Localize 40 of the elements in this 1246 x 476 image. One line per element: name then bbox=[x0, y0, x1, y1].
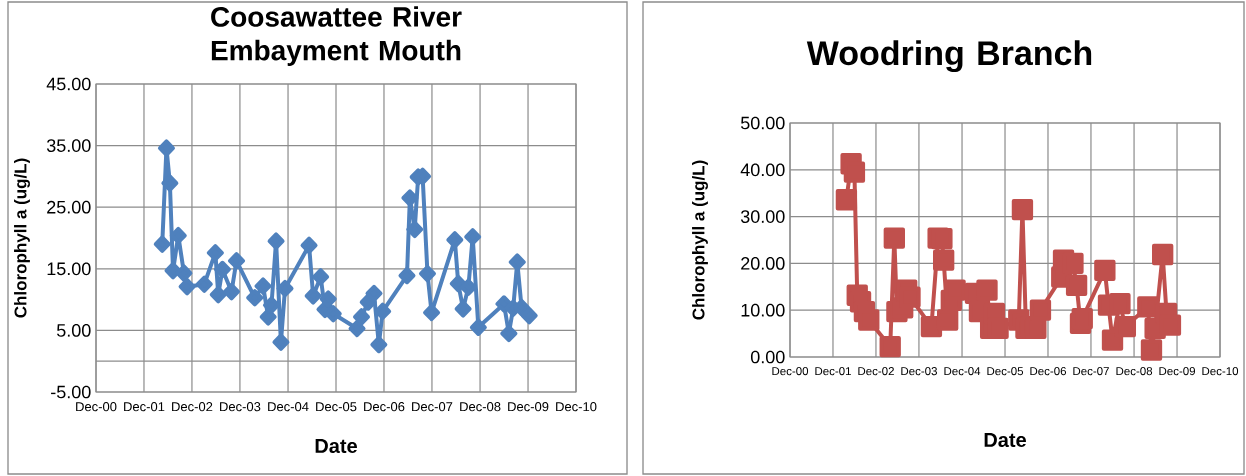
x-tick-label: Dec-04 bbox=[268, 402, 309, 412]
y-tick-label: 5.00 bbox=[56, 324, 91, 337]
x-tick-label: Dec-04 bbox=[944, 367, 981, 376]
x-tick-label: Dec-03 bbox=[901, 367, 937, 376]
x-tick-label: Dec-07 bbox=[1073, 367, 1109, 376]
chart-title: Coosawattee River Embayment Mouth bbox=[211, 6, 462, 66]
x-tick-label: Dec-08 bbox=[460, 402, 501, 412]
x-tick-label: Dec-06 bbox=[364, 402, 405, 412]
y-tick-label: 45.00 bbox=[46, 77, 91, 91]
y-tick-label: -5.00 bbox=[51, 385, 91, 399]
y-tick-label: 40.00 bbox=[740, 163, 785, 177]
x-tick-label: Dec-05 bbox=[987, 367, 1024, 376]
y-tick-label: 20.00 bbox=[741, 257, 785, 270]
y-tick-label: 0.00 bbox=[750, 350, 785, 364]
x-tick-label: Dec-06 bbox=[1030, 367, 1067, 376]
y-tick-label: 15.00 bbox=[47, 262, 91, 276]
y-tick-label: 30.00 bbox=[740, 210, 785, 223]
x-tick-label: Dec-00 bbox=[76, 402, 117, 412]
x-tick-label: Dec-10 bbox=[1202, 367, 1239, 376]
x-tick-label: Dec-02 bbox=[858, 367, 894, 376]
x-tick-label: Dec-01 bbox=[815, 367, 851, 376]
x-tick-label: Dec-00 bbox=[772, 367, 809, 376]
x-tick-label: Dec-09 bbox=[508, 402, 549, 412]
x-tick-label: Dec-01 bbox=[124, 402, 165, 412]
x-tick-label: Dec-10 bbox=[556, 402, 597, 412]
y-tick-label: 25.00 bbox=[47, 200, 91, 214]
y-tick-label: 10.00 bbox=[741, 303, 785, 317]
x-tick-label: Dec-03 bbox=[220, 402, 261, 412]
y-axis-title: Chlorophyll a (ug/L) bbox=[692, 160, 708, 320]
x-tick-label: Dec-09 bbox=[1159, 367, 1196, 376]
x-tick-label: Dec-02 bbox=[172, 402, 213, 412]
y-tick-label: 35.00 bbox=[46, 139, 91, 152]
x-tick-label: Dec-08 bbox=[1116, 367, 1153, 376]
y-tick-label: 50.00 bbox=[740, 116, 785, 130]
x-axis-title: Date bbox=[315, 439, 357, 453]
y-axis-title: Chlorophyll a (ug/L) bbox=[14, 158, 30, 318]
x-axis-title: Date bbox=[984, 433, 1026, 447]
chart-title: Woodring Branch bbox=[806, 40, 1092, 73]
x-tick-label: Dec-05 bbox=[316, 402, 357, 412]
x-tick-label: Dec-07 bbox=[412, 402, 453, 412]
